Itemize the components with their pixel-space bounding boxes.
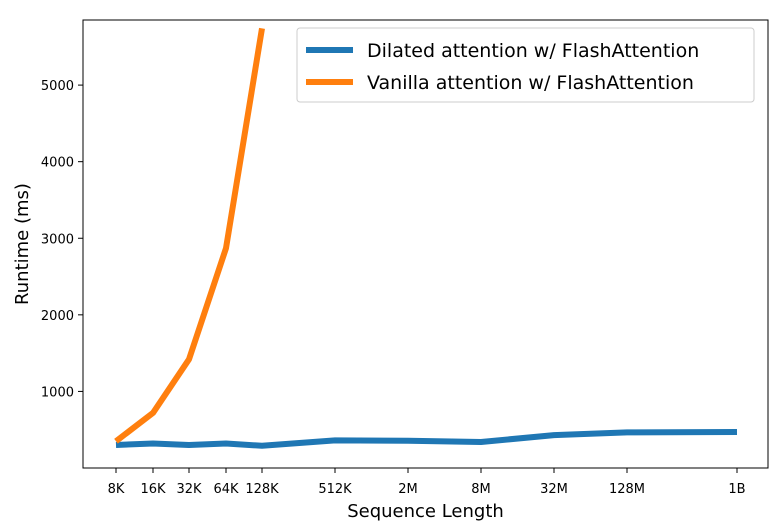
y-tick-label: 5000 (41, 79, 74, 94)
y-tick-label: 2000 (41, 309, 74, 324)
y-tick-label: 4000 (41, 156, 74, 171)
x-tick-label: 128K (245, 482, 279, 497)
x-tick-label: 8M (471, 482, 491, 497)
y-axis: 1000 2000 3000 4000 5000 (41, 79, 83, 400)
x-axis: 8K 16K 32K 64K 128K 512K 2M 8M 32M 128M 1B (108, 468, 746, 497)
plot-frame (82, 19, 769, 469)
series-line-dilated (115, 429, 738, 449)
x-axis-title: Sequence Length (347, 501, 504, 522)
series-layer (114, 27, 738, 449)
legend-label-vanilla: Vanilla attention w/ FlashAttention (367, 72, 694, 94)
x-tick-label: 128M (609, 482, 645, 497)
legend: Dilated attention w/ FlashAttention Vani… (296, 27, 755, 103)
x-tick-label: 32K (176, 482, 202, 497)
x-tick-label: 512K (318, 482, 352, 497)
y-axis-title: Runtime (ms) (12, 183, 33, 305)
x-tick-label: 64K (213, 482, 239, 497)
legend-label-dilated: Dilated attention w/ FlashAttention (367, 40, 699, 62)
y-tick-label: 1000 (41, 385, 74, 400)
series-line-vanilla (114, 27, 265, 444)
x-tick-label: 1B (728, 482, 745, 497)
legend-box (296, 27, 755, 103)
x-tick-label: 2M (398, 482, 418, 497)
x-tick-label: 8K (108, 482, 125, 497)
x-tick-label: 32M (540, 482, 568, 497)
x-tick-label: 16K (140, 482, 166, 497)
y-tick-label: 3000 (41, 232, 74, 247)
